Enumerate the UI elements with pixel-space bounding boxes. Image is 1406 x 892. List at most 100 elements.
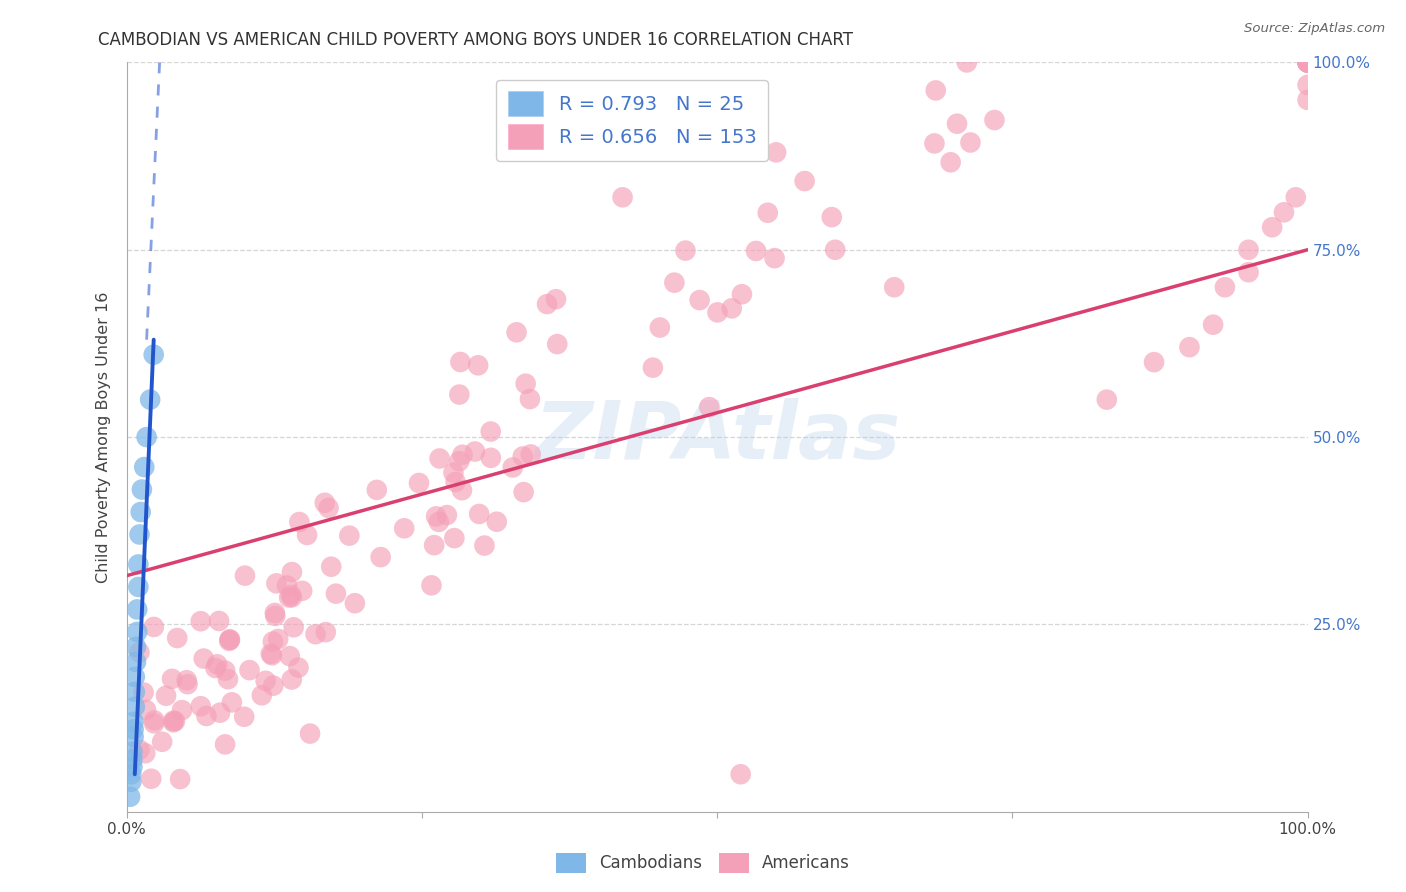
Point: [392, 521, 415, 535]
Point: [127, 624, 149, 639]
Point: [451, 483, 474, 498]
Point: [321, 559, 343, 574]
Point: [221, 695, 243, 709]
Point: [204, 661, 226, 675]
Point: [262, 679, 284, 693]
Point: [325, 587, 347, 601]
Point: [479, 425, 502, 439]
Point: [546, 337, 568, 351]
Point: [451, 448, 474, 462]
Point: [304, 627, 326, 641]
Point: [250, 688, 273, 702]
Point: [135, 703, 157, 717]
Point: [218, 634, 240, 648]
Point: [612, 190, 634, 204]
Point: [128, 527, 150, 541]
Point: [267, 632, 290, 646]
Point: [366, 483, 388, 497]
Point: [479, 450, 502, 465]
Point: [720, 301, 742, 316]
Point: [420, 578, 443, 592]
Point: [131, 483, 153, 497]
Point: [143, 714, 166, 728]
Point: [467, 359, 489, 373]
Point: [208, 614, 231, 628]
Point: [176, 673, 198, 688]
Point: [318, 500, 340, 515]
Point: [162, 714, 184, 728]
Point: [370, 550, 392, 565]
Point: [1213, 280, 1236, 294]
Point: [124, 699, 146, 714]
Point: [1178, 340, 1201, 354]
Point: [793, 174, 815, 188]
Point: [233, 568, 256, 582]
Point: [648, 320, 671, 334]
Point: [266, 576, 288, 591]
Point: [120, 767, 142, 781]
Point: [436, 508, 458, 522]
Point: [697, 400, 720, 414]
Point: [765, 145, 787, 160]
Point: [141, 772, 163, 786]
Point: [1272, 205, 1295, 219]
Legend: R = 0.793   N = 25, R = 0.656   N = 153: R = 0.793 N = 25, R = 0.656 N = 153: [496, 79, 768, 161]
Point: [675, 244, 697, 258]
Point: [1261, 220, 1284, 235]
Point: [427, 515, 450, 529]
Point: [134, 460, 156, 475]
Point: [449, 355, 471, 369]
Point: [343, 596, 366, 610]
Point: [176, 677, 198, 691]
Point: [485, 515, 508, 529]
Point: [474, 539, 496, 553]
Point: [536, 297, 558, 311]
Point: [1296, 55, 1319, 70]
Point: [519, 447, 541, 461]
Point: [121, 745, 143, 759]
Point: [129, 505, 152, 519]
Point: [821, 210, 844, 224]
Point: [959, 136, 981, 150]
Point: [132, 685, 155, 699]
Point: [120, 774, 142, 789]
Point: [170, 703, 193, 717]
Point: [925, 83, 948, 97]
Point: [264, 608, 287, 623]
Point: [128, 742, 150, 756]
Point: [163, 714, 186, 728]
Point: [209, 706, 232, 720]
Point: [468, 507, 491, 521]
Point: [519, 392, 541, 406]
Point: [731, 287, 754, 301]
Point: [139, 392, 162, 407]
Point: [924, 136, 946, 151]
Point: [315, 625, 337, 640]
Text: Source: ZipAtlas.com: Source: ZipAtlas.com: [1244, 22, 1385, 36]
Point: [956, 55, 979, 70]
Point: [756, 206, 779, 220]
Point: [444, 475, 467, 489]
Point: [233, 710, 256, 724]
Point: [263, 606, 285, 620]
Point: [706, 305, 728, 319]
Point: [706, 115, 728, 129]
Point: [143, 716, 166, 731]
Point: [314, 496, 336, 510]
Point: [502, 460, 524, 475]
Point: [287, 660, 309, 674]
Point: [190, 614, 212, 628]
Point: [260, 648, 283, 663]
Point: [127, 580, 149, 594]
Point: [238, 663, 260, 677]
Point: [983, 113, 1005, 128]
Point: [281, 591, 304, 605]
Point: [299, 726, 322, 740]
Point: [730, 93, 752, 107]
Point: [122, 730, 145, 744]
Point: [205, 657, 228, 672]
Point: [195, 709, 218, 723]
Point: [150, 735, 173, 749]
Point: [1285, 190, 1308, 204]
Point: [166, 631, 188, 645]
